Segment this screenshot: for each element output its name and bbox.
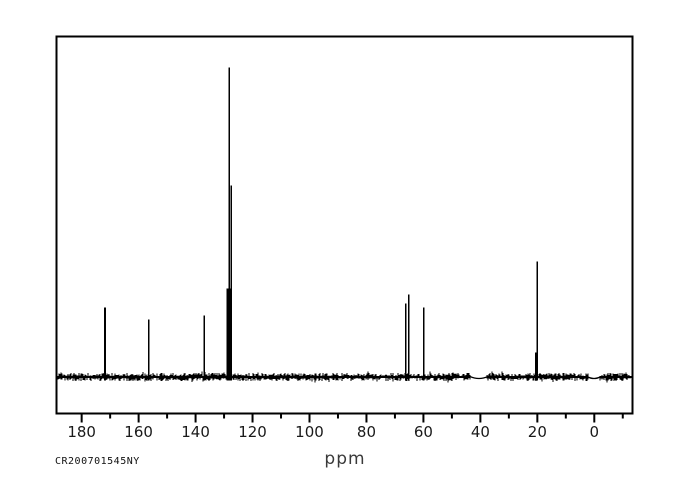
x-tick-label: 160 bbox=[124, 423, 153, 441]
plot-frame bbox=[55, 35, 634, 415]
x-tick-label: 140 bbox=[181, 423, 210, 441]
x-tick-label: 20 bbox=[528, 423, 547, 441]
x-tick-label: 80 bbox=[357, 423, 376, 441]
x-tick-label: 180 bbox=[67, 423, 96, 441]
baseline-trace bbox=[56, 371, 632, 383]
x-axis-tick-labels: 180 160 140 120 100 80 60 40 20 0 bbox=[67, 423, 599, 441]
x-tick-label: 60 bbox=[414, 423, 433, 441]
x-axis-label: ppm bbox=[324, 449, 366, 469]
x-axis-ticks bbox=[80, 413, 624, 423]
spectrum-peaks bbox=[104, 67, 538, 381]
x-tick-label: 100 bbox=[295, 423, 324, 441]
x-tick-label: 0 bbox=[590, 423, 600, 441]
x-tick-label: 120 bbox=[238, 423, 267, 441]
x-tick-label: 40 bbox=[471, 423, 490, 441]
sample-id-label: CR200701545NY bbox=[55, 456, 140, 467]
